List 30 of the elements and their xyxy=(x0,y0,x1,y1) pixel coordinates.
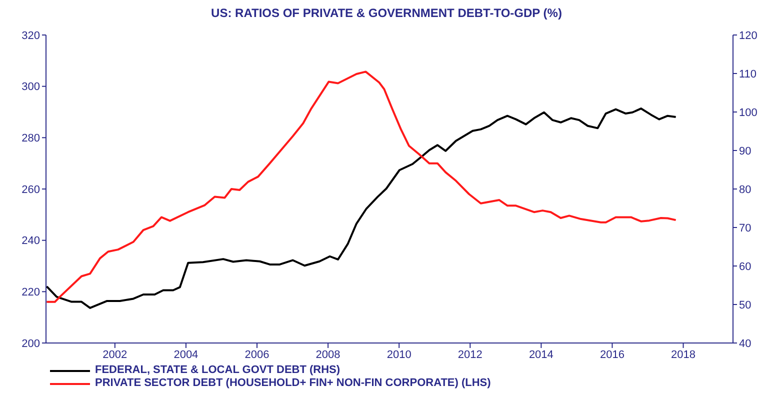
legend-label: PRIVATE SECTOR DEBT (HOUSEHOLD+ FIN+ NON-FIN CORPORATE) (LHS) xyxy=(95,377,491,390)
y2-tick-label: 90 xyxy=(739,145,752,158)
y-tick-label: 240 xyxy=(22,235,40,248)
x-tick-label: 2016 xyxy=(600,348,624,361)
y2-tick-label: 70 xyxy=(739,222,752,234)
y-tick-label: 200 xyxy=(22,338,40,350)
x-tick-label: 2010 xyxy=(386,348,412,361)
y2-tick-label: 100 xyxy=(739,106,758,119)
x-tick-label: 2018 xyxy=(671,348,696,361)
y-tick-label: 280 xyxy=(22,132,40,145)
line-series xyxy=(46,108,677,309)
y2-tick-label: 80 xyxy=(739,184,752,196)
y-tick-label: 300 xyxy=(22,81,40,94)
line-series xyxy=(46,70,677,303)
chart-title: US: RATIOS OF PRIVATE & GOVERNMENT DEBT-TO-GDP (%) xyxy=(210,6,563,20)
y2-tick-label: 110 xyxy=(739,68,757,80)
y-tick-label: 220 xyxy=(22,286,40,299)
x-tick-label: 2008 xyxy=(316,348,340,361)
y-tick-label: 320 xyxy=(22,30,40,42)
x-tick-label: 2006 xyxy=(244,348,270,361)
y-tick-label: 260 xyxy=(22,184,40,196)
y2-tick-label: 50 xyxy=(739,299,752,312)
y2-tick-label: 60 xyxy=(739,260,752,273)
x-tick-label: 2002 xyxy=(102,348,128,361)
x-tick-label: 2004 xyxy=(174,348,198,361)
x-tick-label: 2014 xyxy=(528,348,554,361)
legend-label: FEDERAL, STATE & LOCAL GOVT DEBT (RHS) xyxy=(95,364,340,377)
y2-tick-label: 120 xyxy=(739,30,758,42)
x-tick-label: 2012 xyxy=(458,348,482,361)
y2-tick-label: 40 xyxy=(739,338,752,350)
